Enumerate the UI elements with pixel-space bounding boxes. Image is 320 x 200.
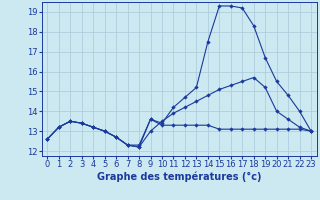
X-axis label: Graphe des températures (°c): Graphe des températures (°c) <box>97 172 261 182</box>
